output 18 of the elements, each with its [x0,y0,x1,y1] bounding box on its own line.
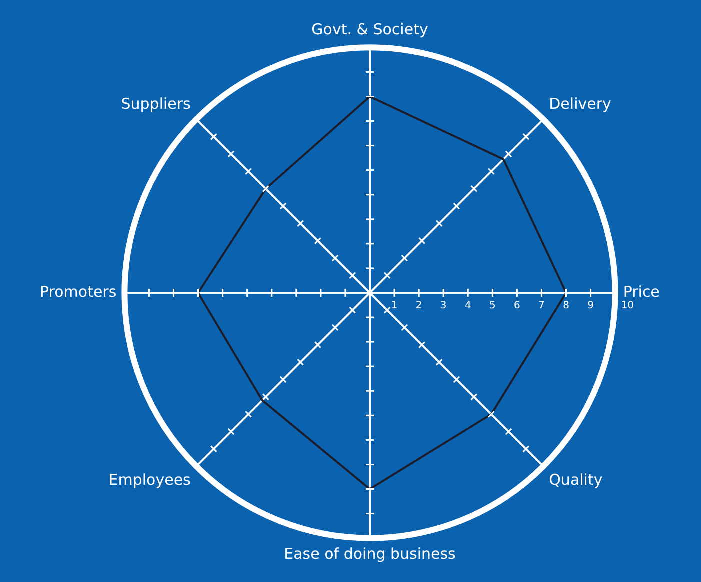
spoke-label: Suppliers [121,94,192,113]
spoke-label: Employees [108,471,192,490]
y-tick-label: 1 [391,300,398,312]
spoke-label: Ease of doing business [284,545,456,564]
y-tick-label: 8 [563,300,570,312]
y-tick-label: 6 [514,300,520,312]
y-tick-label: 9 [588,300,594,312]
y-tick-label: 7 [538,300,545,312]
y-tick-label: 2 [416,300,422,312]
spoke-label: Promoters [40,282,117,301]
y-tick-label: 5 [489,300,496,312]
y-tick-label: 3 [440,300,447,312]
y-tick-label: 4 [464,300,472,312]
spoke-label: Quality [549,471,603,490]
spoke-label: Price [623,282,660,301]
y-tick-label: 10 [621,300,634,312]
spoke-label: Govt. & Society [312,20,428,39]
spoke-label: Delivery [549,94,612,113]
